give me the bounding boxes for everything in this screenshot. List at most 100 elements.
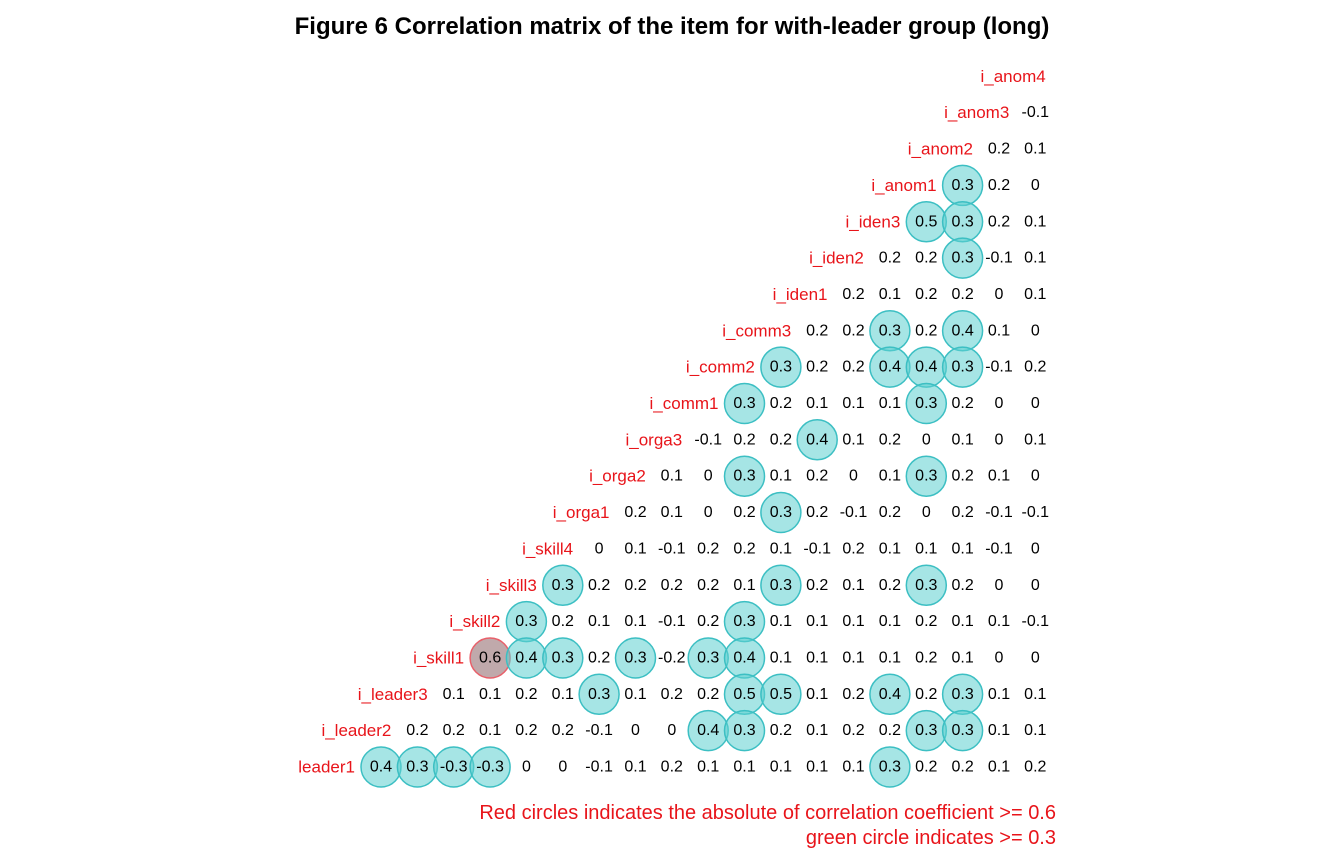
cell-value: 0.1 — [842, 613, 864, 630]
cell-value: 0.1 — [552, 686, 574, 703]
cell-value: 0.2 — [842, 722, 864, 739]
cell-value: -0.1 — [658, 540, 686, 557]
cell-value: -0.1 — [1022, 104, 1050, 121]
cell-value: 0.1 — [806, 759, 828, 776]
green-circle-marker — [542, 564, 584, 607]
green-circle-marker — [941, 709, 984, 752]
cell-value: 0.3 — [951, 177, 973, 194]
cell-value: 0.1 — [770, 759, 792, 776]
cell-value: 0.1 — [733, 577, 755, 594]
cell-value: 0.2 — [806, 359, 828, 376]
green-circle-marker — [723, 709, 766, 752]
cell-value: 0.2 — [697, 577, 719, 594]
cell-value: -0.1 — [585, 759, 613, 776]
cell-value: 0.2 — [879, 577, 901, 594]
cell-value: 0 — [1031, 395, 1040, 412]
cell-value: 0.2 — [951, 468, 973, 485]
cell-value: 0.1 — [624, 540, 646, 557]
cell-value: 0.4 — [697, 722, 719, 739]
cell-value: 0.2 — [770, 722, 792, 739]
cell-value: 0.2 — [951, 577, 973, 594]
row-label: i_comm1 — [650, 394, 719, 413]
legend-note-green: green circle indicates >= 0.3 — [806, 827, 1056, 849]
cell-value: 0.3 — [770, 359, 792, 376]
cell-value: 0.2 — [697, 686, 719, 703]
row-label: i_skill1 — [413, 649, 464, 668]
cell-value: 0.1 — [624, 613, 646, 630]
cell-value: 0.2 — [661, 686, 683, 703]
row-label: i_orga1 — [553, 503, 610, 522]
cell-value: 0.2 — [515, 686, 537, 703]
cell-value: 0 — [1031, 650, 1040, 667]
row-label: i_iden2 — [809, 249, 864, 268]
cell-value: 0.2 — [915, 613, 937, 630]
cell-value: 0.2 — [406, 722, 428, 739]
row-label: i_comm3 — [722, 321, 791, 340]
cell-value: 0.1 — [988, 468, 1010, 485]
row-label: i_anom2 — [908, 140, 973, 159]
cell-value: 0.4 — [879, 686, 901, 703]
cell-value: 0.4 — [733, 650, 755, 667]
cell-value: 0.1 — [1024, 286, 1046, 303]
cell-value: 0 — [558, 759, 567, 776]
cell-value: 0.1 — [988, 686, 1010, 703]
cell-value: 0.2 — [879, 504, 901, 521]
cell-value: 0.1 — [951, 613, 973, 630]
cell-value: 0.4 — [370, 759, 392, 776]
cell-value: 0 — [631, 722, 640, 739]
cell-value: 0.3 — [951, 213, 973, 230]
cell-value: 0.2 — [588, 577, 610, 594]
green-circle-marker — [905, 382, 948, 425]
cell-value: 0 — [704, 468, 713, 485]
cell-value: -0.1 — [985, 540, 1013, 557]
cell-value: 0.2 — [951, 395, 973, 412]
cell-value: 0.3 — [624, 650, 646, 667]
cell-value: 0.5 — [733, 686, 755, 703]
cell-value: 0.1 — [915, 540, 937, 557]
cell-value: 0.1 — [806, 722, 828, 739]
row-label: i_comm2 — [686, 358, 755, 377]
cell-value: 0.2 — [588, 650, 610, 667]
cell-value: 0.2 — [879, 431, 901, 448]
cell-value: 0 — [522, 759, 531, 776]
cell-value: 0 — [995, 650, 1004, 667]
cell-value: -0.1 — [694, 431, 722, 448]
cell-value: 0.1 — [951, 431, 973, 448]
cell-value: -0.1 — [985, 250, 1013, 267]
cell-value: 0.2 — [661, 577, 683, 594]
cell-value: 0.1 — [770, 468, 792, 485]
cell-value: 0.3 — [951, 686, 973, 703]
cell-value: 0.1 — [951, 650, 973, 667]
green-circle-marker — [796, 419, 838, 461]
green-circle-marker — [469, 746, 511, 788]
green-circle-marker — [869, 673, 911, 716]
cell-value: 0.2 — [879, 250, 901, 267]
cell-value: 0.1 — [988, 722, 1010, 739]
cell-value: 0.2 — [770, 395, 792, 412]
green-circle-marker — [760, 673, 802, 716]
cell-value: -0.1 — [985, 359, 1013, 376]
cell-value: -0.2 — [658, 650, 686, 667]
cell-value: 0.1 — [624, 686, 646, 703]
cell-value: 0.2 — [443, 722, 465, 739]
row-label: i_skill3 — [486, 576, 537, 595]
cell-value: 0 — [1031, 468, 1040, 485]
cell-value: 0.2 — [988, 141, 1010, 158]
row-label: i_anom3 — [944, 103, 1009, 122]
cell-value: 0.1 — [1024, 686, 1046, 703]
cell-value: 0.2 — [842, 540, 864, 557]
cell-value: -0.1 — [1022, 504, 1050, 521]
cell-value: 0.2 — [842, 686, 864, 703]
cell-value: 0.2 — [515, 722, 537, 739]
row-label: i_orga3 — [625, 430, 682, 449]
cell-value: 0.1 — [879, 286, 901, 303]
cell-value: 0.3 — [879, 759, 901, 776]
cell-value: 0.2 — [733, 504, 755, 521]
cell-value: 0.2 — [806, 504, 828, 521]
row-label: i_iden3 — [845, 212, 900, 231]
cell-value: 0.3 — [770, 577, 792, 594]
chart-title: Figure 6 Correlation matrix of the item … — [295, 13, 1050, 40]
cell-value: 0.2 — [915, 322, 937, 339]
cell-value: 0.3 — [951, 359, 973, 376]
